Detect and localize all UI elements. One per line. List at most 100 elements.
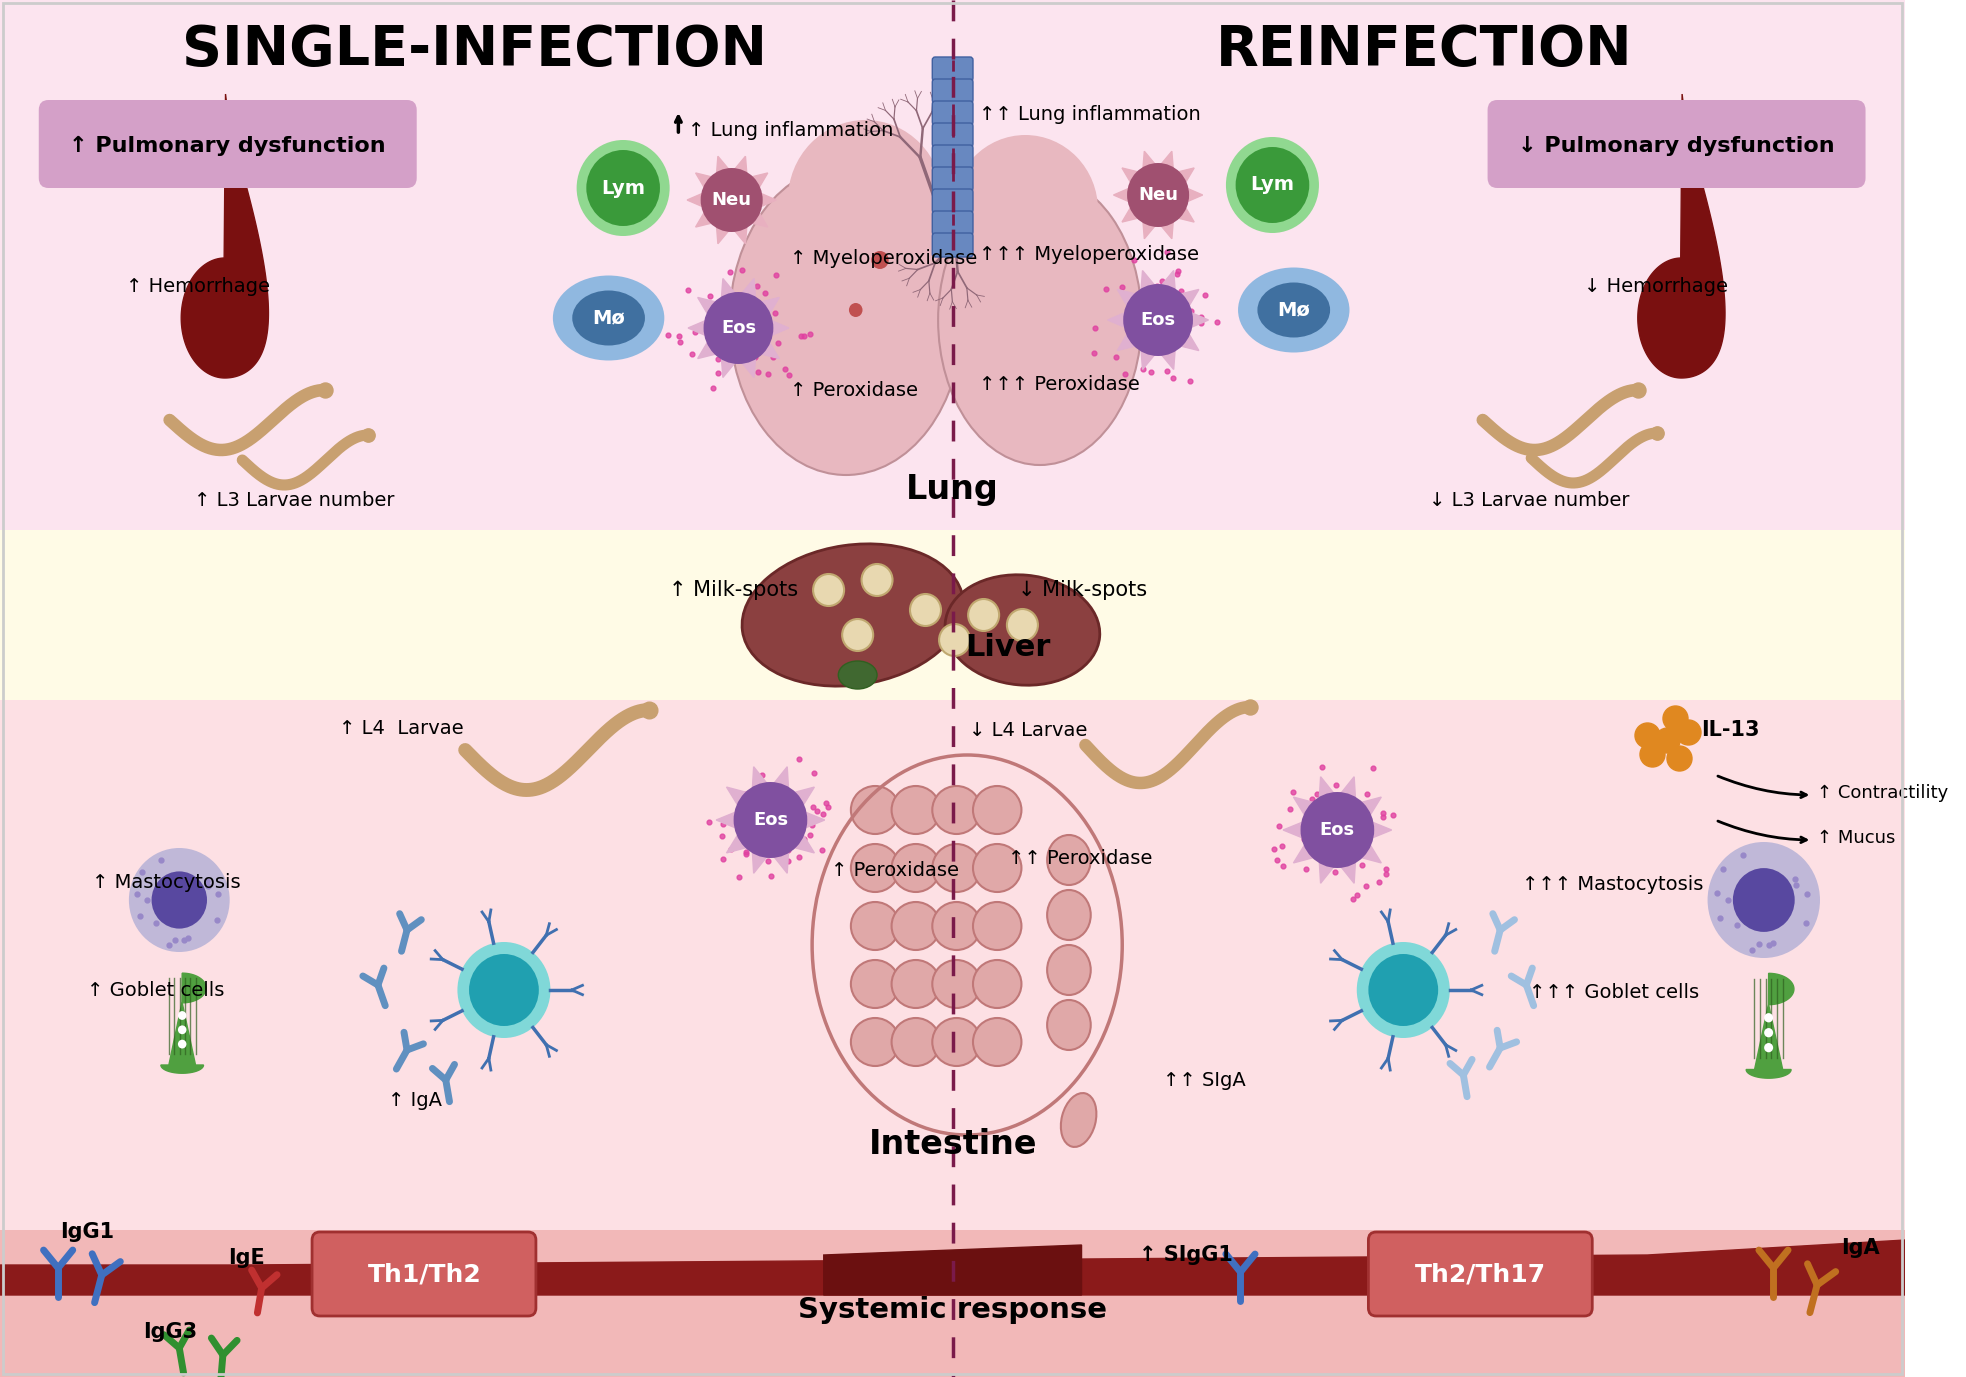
Point	[757, 346, 788, 368]
Circle shape	[576, 140, 670, 235]
Ellipse shape	[893, 960, 940, 1008]
Point	[1329, 790, 1360, 812]
Point	[761, 264, 792, 286]
FancyBboxPatch shape	[932, 123, 973, 147]
Text: ↑ Milk-spots: ↑ Milk-spots	[668, 580, 798, 600]
Ellipse shape	[946, 574, 1099, 686]
Ellipse shape	[1048, 890, 1091, 940]
Point	[747, 296, 779, 318]
Point	[678, 321, 710, 343]
FancyBboxPatch shape	[932, 101, 973, 125]
Point	[755, 865, 786, 887]
Point	[782, 845, 814, 868]
Circle shape	[1708, 841, 1821, 958]
Point	[775, 365, 806, 387]
Point	[755, 841, 786, 863]
Circle shape	[179, 1011, 187, 1020]
Circle shape	[470, 954, 539, 1026]
Point	[1378, 804, 1410, 826]
Point	[1162, 260, 1193, 282]
Point	[725, 828, 757, 850]
FancyBboxPatch shape	[932, 211, 973, 235]
Text: ↑ Myeloperoxidase: ↑ Myeloperoxidase	[790, 248, 977, 267]
Point	[1357, 757, 1388, 779]
Text: ↑ SIgG1: ↑ SIgG1	[1138, 1245, 1233, 1265]
Point	[1170, 333, 1201, 355]
FancyBboxPatch shape	[932, 167, 973, 191]
Circle shape	[967, 599, 999, 631]
Point	[1370, 858, 1402, 880]
Point	[1278, 781, 1309, 803]
Point	[1319, 862, 1351, 884]
Point	[753, 851, 784, 873]
Ellipse shape	[954, 135, 1097, 285]
Polygon shape	[1746, 974, 1793, 1078]
Point	[1337, 888, 1368, 910]
Point	[1345, 796, 1376, 818]
Point	[694, 285, 725, 307]
Point	[739, 346, 771, 368]
Point	[796, 814, 828, 836]
Text: Eos: Eos	[753, 811, 788, 829]
Ellipse shape	[932, 844, 981, 892]
Polygon shape	[688, 278, 788, 377]
Circle shape	[871, 251, 889, 269]
Point	[1166, 280, 1197, 302]
Text: IgG3: IgG3	[144, 1322, 197, 1343]
Point	[725, 259, 757, 281]
Point	[806, 839, 838, 861]
Point	[794, 324, 826, 346]
Circle shape	[1732, 868, 1795, 932]
Ellipse shape	[1258, 282, 1331, 337]
Text: IgG1: IgG1	[61, 1221, 114, 1242]
Text: Eos: Eos	[722, 319, 757, 337]
Point	[1146, 270, 1178, 292]
Text: IL-13: IL-13	[1701, 720, 1760, 739]
Point	[716, 286, 747, 308]
Ellipse shape	[932, 960, 981, 1008]
Point	[1264, 815, 1296, 837]
Point	[1152, 359, 1184, 381]
Text: ↓ L3 Larvae number: ↓ L3 Larvae number	[1429, 490, 1630, 509]
Text: Lym: Lym	[602, 179, 645, 197]
Text: Neu: Neu	[1138, 186, 1178, 204]
Circle shape	[179, 1026, 187, 1034]
Text: Intestine: Intestine	[869, 1129, 1036, 1162]
Circle shape	[151, 872, 206, 928]
Point	[1290, 858, 1321, 880]
Point	[1370, 863, 1402, 885]
Ellipse shape	[851, 960, 898, 1008]
Circle shape	[586, 150, 661, 226]
Text: ↑ L3 Larvae number: ↑ L3 Larvae number	[195, 490, 395, 509]
Point	[1364, 870, 1396, 892]
Polygon shape	[181, 94, 269, 379]
Text: ↑ Pulmonary dysfunction: ↑ Pulmonary dysfunction	[69, 136, 385, 156]
Point	[798, 761, 830, 784]
Ellipse shape	[729, 165, 961, 475]
Point	[1128, 358, 1160, 380]
Text: ↑ Goblet cells: ↑ Goblet cells	[87, 980, 224, 1000]
Circle shape	[849, 303, 863, 317]
Ellipse shape	[851, 786, 898, 834]
Ellipse shape	[1048, 945, 1091, 996]
Text: ↓ Hemorrhage: ↓ Hemorrhage	[1585, 277, 1728, 296]
Text: ↑ Lung inflammation: ↑ Lung inflammation	[688, 121, 893, 139]
Ellipse shape	[741, 544, 963, 686]
Point	[708, 848, 739, 870]
Text: ↑ Hemorrhage: ↑ Hemorrhage	[126, 277, 269, 296]
Point	[702, 362, 733, 384]
Point	[749, 282, 781, 304]
Ellipse shape	[893, 786, 940, 834]
Point	[1091, 278, 1123, 300]
Bar	[0, 700, 1905, 1230]
Circle shape	[179, 1040, 187, 1048]
Circle shape	[130, 848, 230, 952]
Ellipse shape	[893, 902, 940, 950]
Point	[1258, 837, 1290, 859]
Point	[1174, 370, 1205, 392]
Text: ↑↑↑ Mastocytosis: ↑↑↑ Mastocytosis	[1522, 876, 1703, 895]
Text: ↓ Pulmonary dysfunction: ↓ Pulmonary dysfunction	[1518, 136, 1834, 156]
Point	[653, 324, 684, 346]
Point	[676, 343, 708, 365]
Text: REINFECTION: REINFECTION	[1217, 23, 1634, 77]
